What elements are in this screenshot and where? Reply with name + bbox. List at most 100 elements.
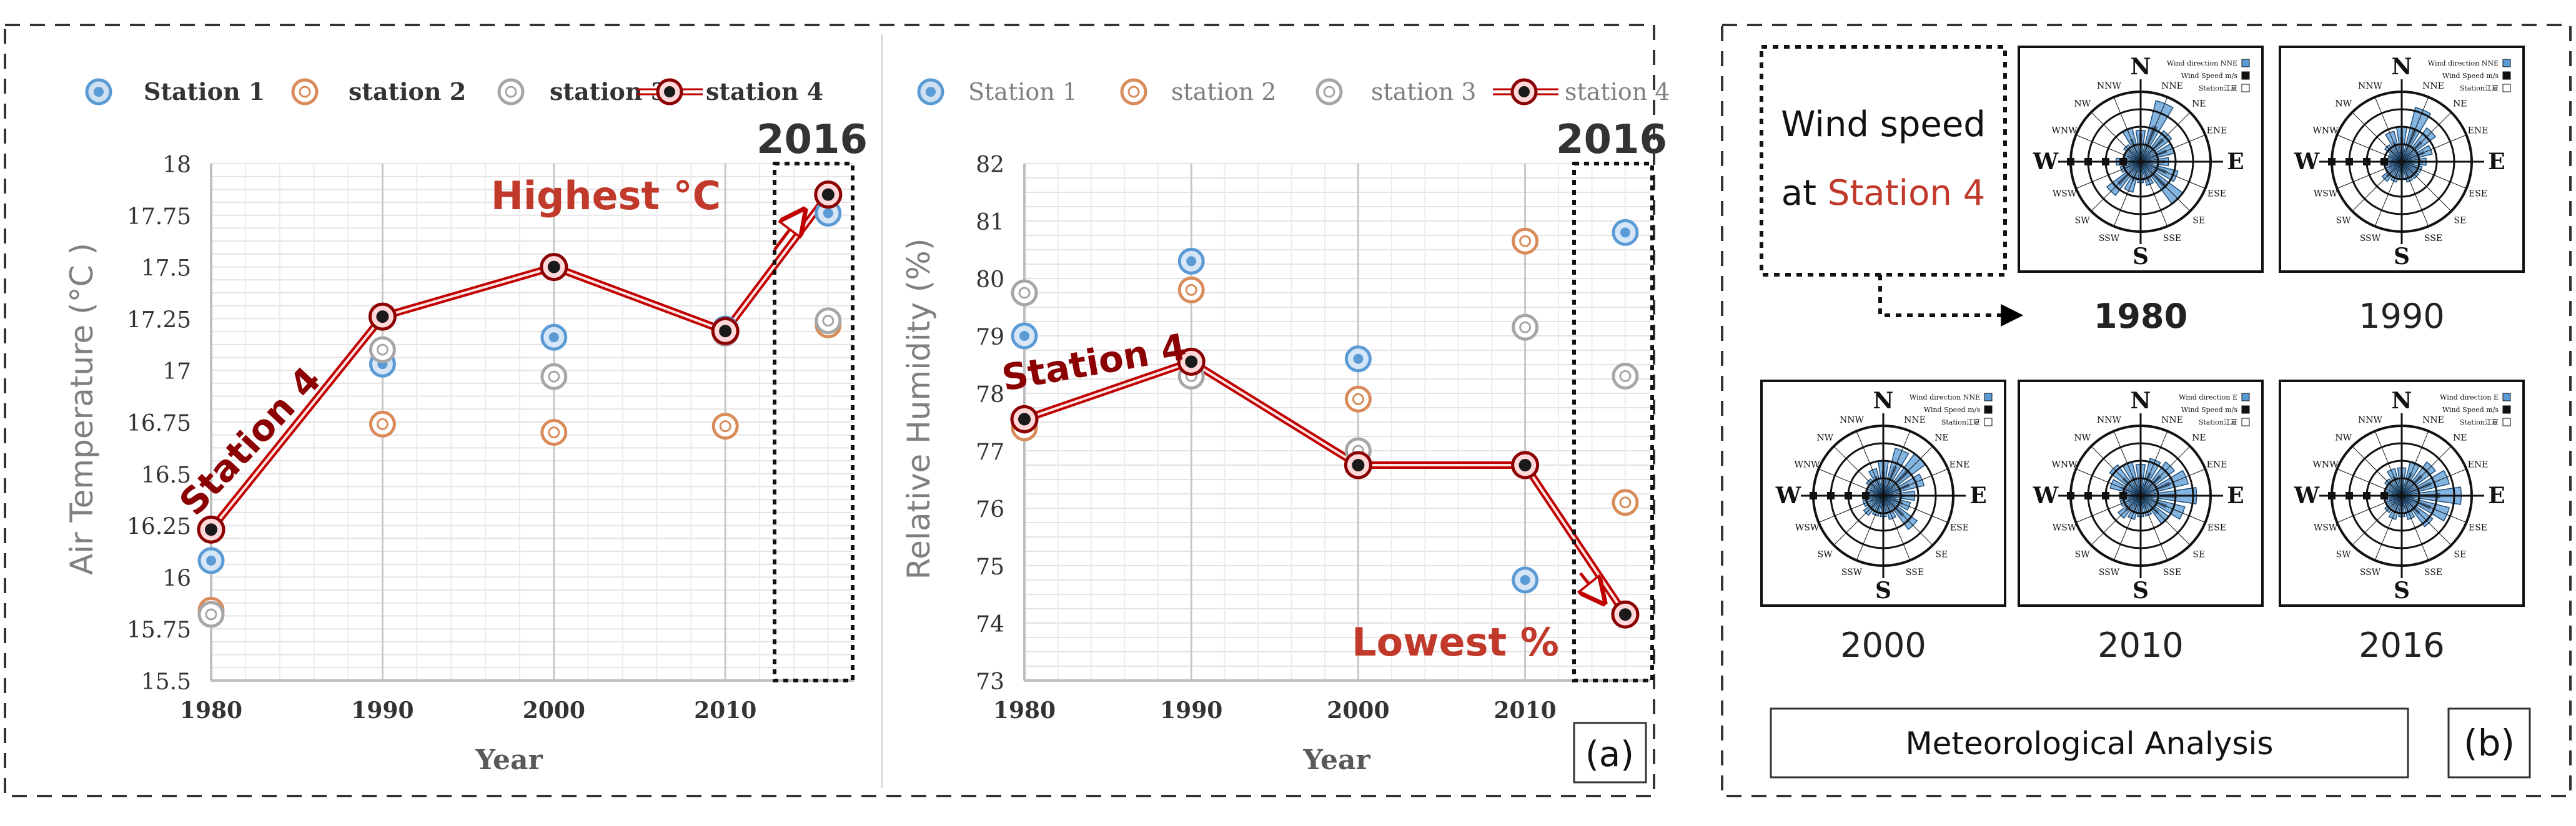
wind-direction-label: SSW bbox=[2099, 568, 2120, 578]
wind-label-station: Station 4 bbox=[1828, 173, 1986, 214]
x-tick-label: 2000 bbox=[523, 697, 585, 724]
wind-direction-label: WNW bbox=[2052, 125, 2078, 135]
wind-rose-legend-swatch bbox=[1984, 393, 1993, 401]
station3-point bbox=[197, 601, 225, 628]
wind-rose-spoke bbox=[2401, 495, 2452, 546]
wind-direction-label: ESE bbox=[2207, 523, 2226, 533]
station2-point bbox=[1612, 489, 1639, 516]
wind-connector-arrow bbox=[1878, 275, 2024, 327]
y-tick-label: 17.75 bbox=[127, 204, 191, 230]
station4-point bbox=[368, 302, 397, 331]
wind-rose-spoke bbox=[2352, 161, 2402, 212]
wind-rose-legend-swatch bbox=[2241, 84, 2250, 92]
wind-rose-spoke bbox=[2140, 112, 2191, 162]
wind-direction-label: WSW bbox=[2053, 523, 2077, 533]
wind-rose-spoke bbox=[1883, 431, 1911, 496]
wind-direction-label: E bbox=[2227, 149, 2244, 175]
x-tick-label: 1990 bbox=[351, 697, 414, 724]
wind-rose-legend-text: Station江夏 bbox=[2199, 418, 2237, 426]
x-tick-label: 2000 bbox=[1327, 697, 1389, 724]
station2-point bbox=[1177, 276, 1205, 303]
wind-rose-spoke bbox=[2140, 161, 2168, 227]
wind-direction-label: ENE bbox=[2468, 460, 2489, 470]
y-tick-label: 74 bbox=[976, 612, 1004, 637]
x-tick-label: 2010 bbox=[1494, 697, 1556, 724]
air-temperature-chart: 15.5 15.75 16 16.25 16.5 16.75 17 17.25 17.5 17.7… bbox=[64, 77, 868, 776]
wind-rose-spoke bbox=[2140, 134, 2206, 162]
wind-direction-label: S bbox=[2394, 243, 2410, 270]
wind-direction-label: SE bbox=[1935, 549, 1948, 559]
panel-b-label: (b) bbox=[2464, 722, 2515, 764]
wind-rose-legend-text: Station江夏 bbox=[2460, 418, 2499, 426]
air-temp-y-axis-title: Air Temperature (°C ) bbox=[64, 243, 100, 575]
wind-rose-scale-marker bbox=[2380, 158, 2388, 165]
wind-rose-spoke bbox=[2401, 431, 2429, 496]
wind-rose-legend-text: Wind Speed m/s bbox=[2442, 72, 2499, 80]
wind-rose-scale-marker bbox=[1810, 492, 1817, 499]
wind-rose-spoke bbox=[2401, 161, 2429, 227]
station3-point bbox=[369, 336, 396, 363]
wind-rose-legend-swatch bbox=[2502, 418, 2511, 426]
wind-direction-label: NW bbox=[2335, 99, 2352, 109]
relative-humidity-chart: 73 74 75 76 77 78 79 80 81 82 1980 1990 2000 2010 20… bbox=[901, 78, 1670, 776]
wind-rose-year-label: 2000 bbox=[1840, 626, 1926, 665]
humidity-points bbox=[1010, 219, 1640, 629]
x-tick-label: 1980 bbox=[993, 697, 1056, 724]
wind-rose-legend-swatch bbox=[2241, 59, 2250, 67]
wind-rose-spoke bbox=[1818, 468, 1884, 496]
wind-rose-spoke bbox=[2113, 97, 2141, 162]
wind-direction-label: NE bbox=[2192, 433, 2206, 443]
wind-direction-label: W bbox=[2033, 483, 2059, 509]
wind-direction-label: SE bbox=[2192, 215, 2205, 225]
wind-direction-label: S bbox=[2133, 243, 2149, 270]
wind-rose-year-label: 2010 bbox=[2098, 626, 2183, 665]
station3-point bbox=[1612, 362, 1639, 390]
wind-rose-legend-swatch bbox=[1984, 418, 1993, 426]
y-tick-label: 79 bbox=[976, 325, 1004, 350]
wind-rose-grid: Wind direction NNE Wind Speed m/s Station江… bbox=[1760, 46, 2525, 665]
wind-rose-spoke bbox=[1833, 446, 1884, 496]
wind-rose-spoke bbox=[2401, 161, 2467, 189]
wind-rose-spoke bbox=[2140, 446, 2191, 496]
wind-direction-label: WNW bbox=[2313, 125, 2339, 135]
station4-point bbox=[814, 180, 843, 209]
wind-rose-legend-swatch bbox=[2502, 71, 2511, 80]
wind-rose-spoke bbox=[2352, 112, 2402, 162]
wind-rose-scale-marker bbox=[2084, 492, 2092, 499]
panel-a-label-box bbox=[1573, 722, 1647, 784]
wind-rose-legend-swatch bbox=[2241, 393, 2250, 401]
wind-direction-label: NNW bbox=[1840, 415, 1865, 425]
wind-speed-petal bbox=[1883, 466, 1898, 496]
humidity-2016-label: 2016 bbox=[1556, 117, 1667, 163]
wind-rose-scale-marker bbox=[2380, 492, 2388, 499]
x-tick-label: 2010 bbox=[694, 697, 756, 724]
wind-direction-label: NE bbox=[1934, 433, 1948, 443]
wind-rose-2000: Wind direction NNE Wind Speed m/s Station江… bbox=[1760, 380, 2006, 665]
svg-text:Station 1: Station 1 bbox=[144, 77, 265, 106]
wind-direction-label: SSW bbox=[2360, 234, 2381, 243]
wind-rose-legend-text: Wind direction NNE bbox=[2428, 59, 2499, 67]
wind-direction-label: NNW bbox=[2097, 81, 2122, 91]
y-tick-label: 82 bbox=[976, 152, 1004, 178]
wind-rose-legend-text: Wind direction NNE bbox=[1910, 393, 1980, 401]
y-tick-label: 76 bbox=[976, 497, 1004, 523]
y-tick-label: 16.5 bbox=[141, 463, 191, 488]
station4-point bbox=[711, 317, 740, 345]
panel-b-frame bbox=[1721, 24, 2572, 797]
wind-direction-label: SE bbox=[2454, 215, 2466, 225]
footer-box bbox=[1770, 707, 2409, 779]
wind-label-line2: at Station 4 bbox=[1781, 173, 1986, 214]
wind-direction-label: E bbox=[2227, 483, 2244, 509]
panel-a-frame bbox=[4, 24, 1655, 797]
wind-rose-1990: Wind direction NNE Wind Speed m/s Station江… bbox=[2279, 46, 2525, 336]
wind-direction-label: W bbox=[2294, 149, 2320, 175]
wind-direction-label: SW bbox=[2075, 549, 2091, 559]
y-tick-label: 80 bbox=[976, 267, 1004, 293]
wind-direction-label: SE bbox=[2192, 549, 2205, 559]
station1-point bbox=[1612, 219, 1639, 246]
legend-station1: Station 1 bbox=[85, 77, 265, 106]
wind-rose-scale-marker bbox=[2067, 158, 2074, 165]
wind-direction-label: SW bbox=[2336, 215, 2352, 225]
wind-rose-spoke bbox=[2337, 161, 2402, 189]
wind-direction-label: WSW bbox=[2053, 189, 2077, 199]
